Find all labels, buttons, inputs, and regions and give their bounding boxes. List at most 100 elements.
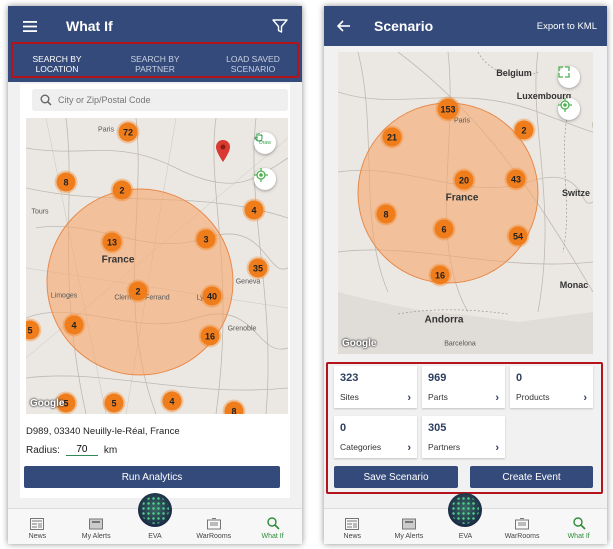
tab-load-saved-scenario[interactable]: LOAD SAVED SCENARIO [226,54,280,74]
map-label-tours: Tours [31,208,49,216]
google-attribution: Google [342,338,377,349]
cluster-marker[interactable]: 2 [112,180,132,200]
gps-icon [254,168,268,182]
map-label-france: France [445,192,479,204]
chevron-right-icon: › [583,392,587,404]
search-input[interactable] [58,95,258,105]
tab-search-by-location[interactable]: SEARCH BY LOCATION [8,46,106,82]
back-arrow-icon[interactable] [332,14,356,38]
export-kml-button[interactable]: Export to KML [536,20,597,32]
nav-news[interactable]: News [8,509,67,544]
newspaper-icon [344,517,360,530]
tile-parts[interactable]: 969 Parts › [422,366,505,408]
chevron-right-icon: › [407,392,411,404]
cluster-marker[interactable]: 153 [437,98,459,120]
nav-eva[interactable]: EVA [437,493,494,544]
menu-icon[interactable] [18,14,42,38]
alerts-icon [401,517,417,530]
map-label-luxembourg: Luxembourg [516,91,572,101]
cluster-marker[interactable]: 54 [508,226,528,246]
page-title: What If [66,18,113,34]
nav-my-alerts[interactable]: My Alerts [381,509,438,544]
radius-label: Radius: [26,444,60,456]
hand-icon [254,133,263,142]
nav-warrooms[interactable]: WarRooms [494,509,551,544]
bottom-nav: News My Alerts EVA WarRooms What If [324,493,607,544]
tile-sites[interactable]: 323 Sites › [334,366,417,408]
draw-button[interactable]: Draw [254,132,276,154]
nav-what-if[interactable]: What If [550,509,607,544]
cluster-marker[interactable]: 5 [104,393,124,413]
cluster-marker[interactable]: 3 [196,229,216,249]
cluster-marker[interactable]: 8 [376,204,396,224]
cluster-marker[interactable]: 13 [102,232,122,252]
nav-what-if[interactable]: What If [243,509,302,544]
tab-search-by-partner[interactable]: SEARCH BY PARTNER [130,54,180,74]
cluster-marker[interactable]: 4 [64,315,84,335]
chevron-right-icon: › [495,392,499,404]
cluster-marker[interactable]: 2 [514,120,534,140]
map-roads [338,52,593,354]
location-pin-icon[interactable] [216,140,230,162]
radius-unit: km [103,444,118,456]
cluster-marker[interactable]: 16 [430,265,450,285]
search-icon [40,94,52,106]
cluster-marker[interactable]: 8 [224,401,244,414]
cluster-marker[interactable]: 2 [128,281,148,301]
eva-orb-icon [137,493,172,527]
search-mode-tabs: SEARCH BY LOCATION SEARCH BY PARTNER LOAD … [8,46,302,82]
map[interactable]: Belgium Luxembourg Paris France Switze M… [338,52,593,354]
warrooms-icon [206,517,222,530]
map-label-geneva: Geneva [235,278,261,286]
cluster-marker[interactable]: 16 [200,326,220,346]
what-if-icon [571,517,587,530]
map-label-monaco: Monac [559,280,589,290]
nav-eva[interactable]: EVA [126,493,185,544]
map-label-barcelona: Barcelona [444,340,476,348]
radius-control: Radius: km [26,444,117,456]
filter-icon[interactable] [268,14,292,38]
eva-orb-icon [448,493,483,527]
map-label-paris: Paris [98,126,114,134]
search-bar[interactable] [32,89,288,111]
alerts-icon [88,517,104,530]
my-location-button[interactable] [558,98,580,120]
cluster-marker[interactable]: 43 [506,169,526,189]
cluster-marker[interactable]: 72 [118,122,138,142]
cluster-marker[interactable]: 4 [162,391,182,411]
map-label-france: France [101,254,135,266]
cluster-marker[interactable]: 5 [26,320,40,340]
create-event-button[interactable]: Create Event [470,466,593,488]
cluster-marker[interactable]: 8 [56,172,76,192]
nav-warrooms[interactable]: WarRooms [184,509,243,544]
app-bar: What If [8,6,302,46]
app-bar: Scenario Export to KML [324,6,607,46]
cluster-marker[interactable]: 35 [248,258,268,278]
tile-products[interactable]: 0 Products › [510,366,593,408]
map-label-grenoble: Grenoble [227,325,257,333]
map-label-limoges: Limoges [50,292,78,300]
cluster-marker[interactable]: 5 [56,393,76,413]
page-title: Scenario [374,18,434,34]
cluster-marker[interactable]: 6 [434,219,454,239]
save-scenario-button[interactable]: Save Scenario [334,466,458,488]
chevron-right-icon: › [407,442,411,454]
nav-news[interactable]: News [324,509,381,544]
fullscreen-button[interactable] [558,66,580,88]
radius-input[interactable] [65,444,98,456]
tile-categories[interactable]: 0 Categories › [334,416,417,458]
nav-my-alerts[interactable]: My Alerts [67,509,126,544]
cluster-marker[interactable]: 21 [382,127,402,147]
map[interactable]: Paris Tours France Limoges Clermont-Ferr… [26,118,288,414]
cluster-marker[interactable]: 4 [244,200,264,220]
newspaper-icon [29,517,45,530]
cluster-marker[interactable]: 40 [202,286,222,306]
scenario-screen: Scenario Export to KML Belgium Luxembou [324,6,607,544]
tile-partners[interactable]: 305 Partners › [422,416,505,458]
warrooms-icon [514,517,530,530]
map-label-andorra: Andorra [424,314,464,326]
map-label-paris: Paris [454,117,470,125]
run-analytics-button[interactable]: Run Analytics [24,466,280,488]
my-location-button[interactable] [254,168,276,190]
cluster-marker[interactable]: 20 [454,170,474,190]
